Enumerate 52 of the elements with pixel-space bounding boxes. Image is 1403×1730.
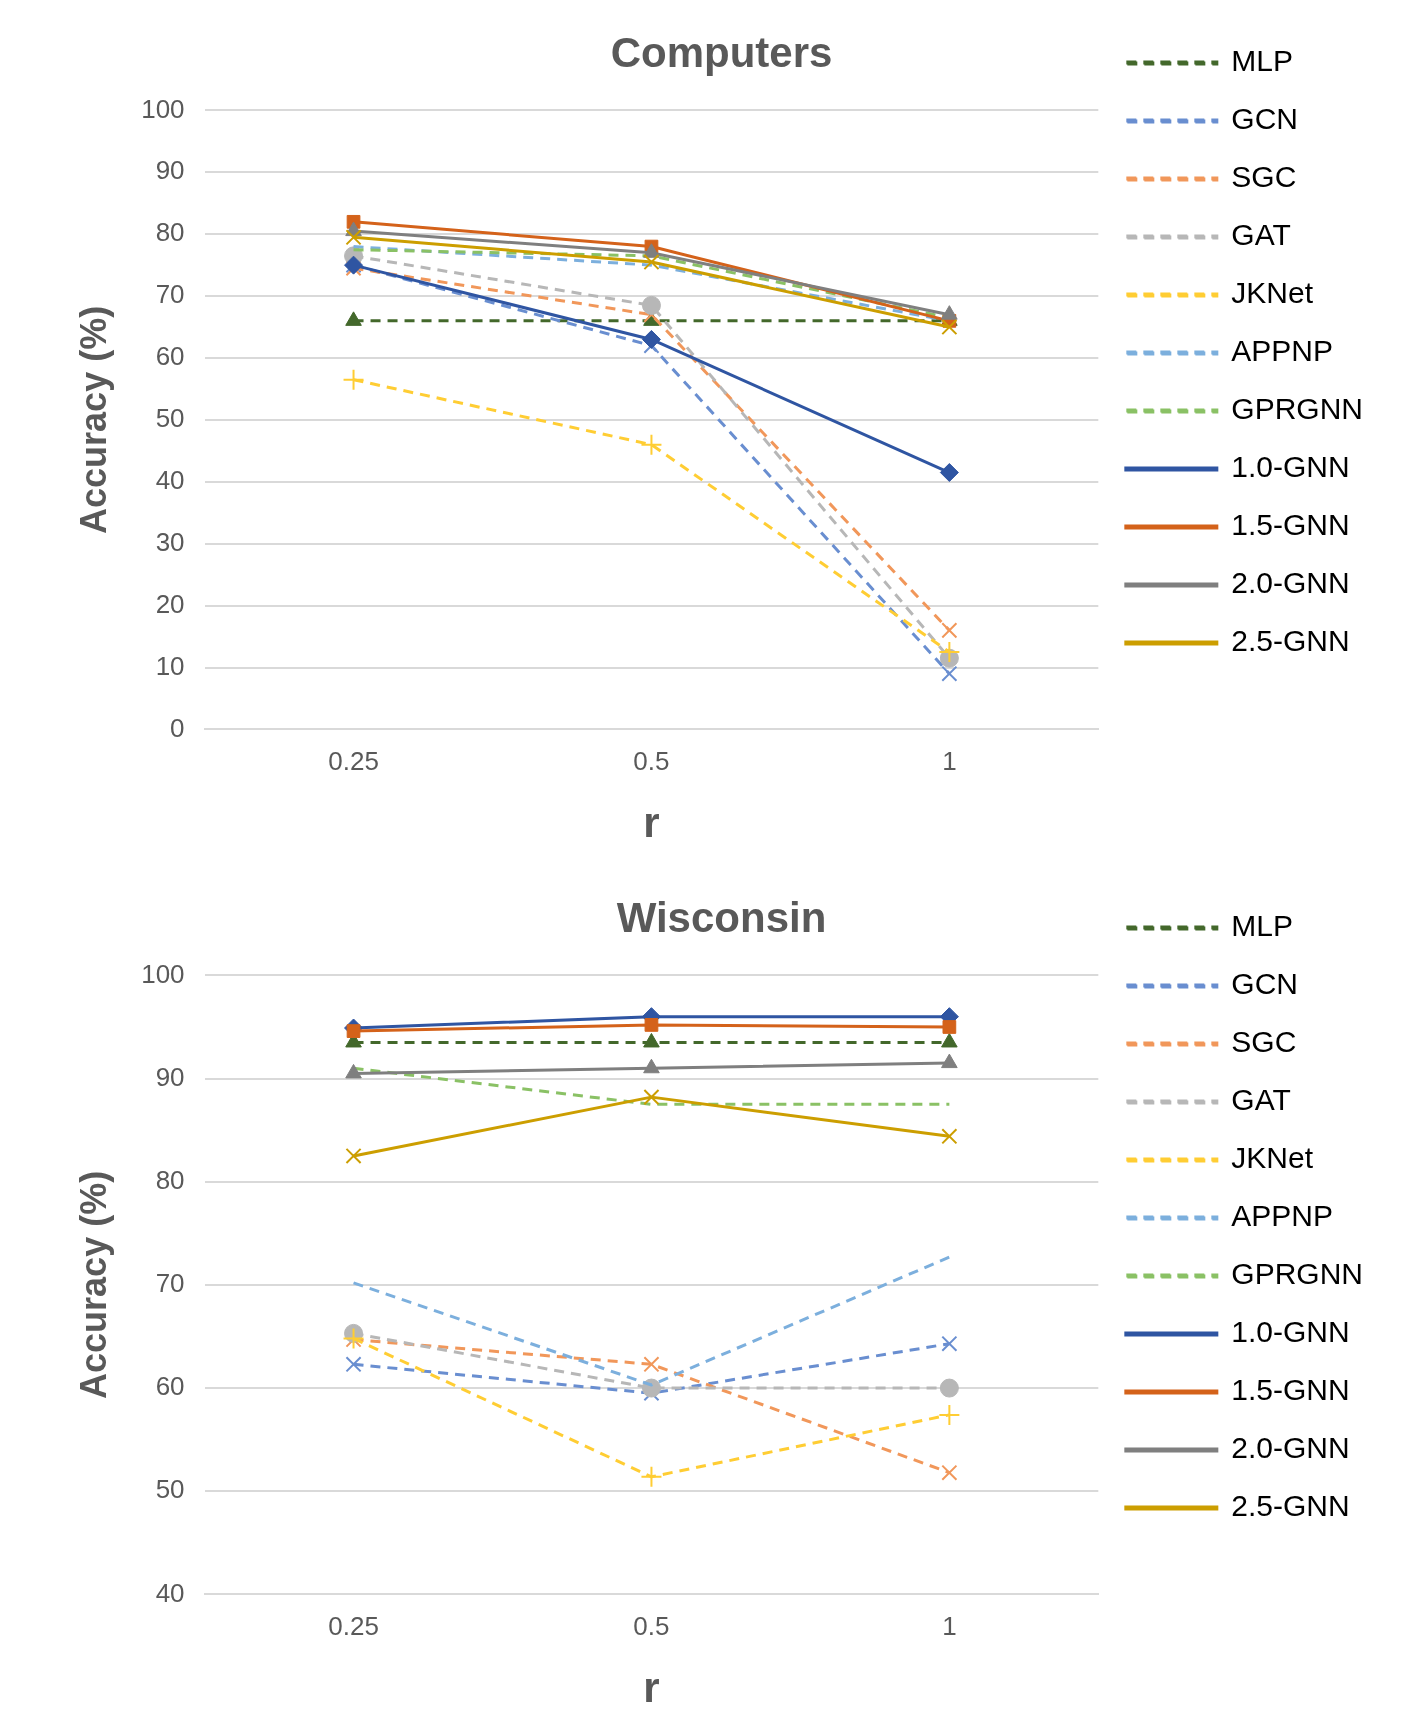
y-tick-label: 70 [155, 1268, 185, 1299]
x-tick-label: 0.25 [328, 1611, 379, 1642]
y-tick-label: 50 [155, 403, 185, 434]
legend-label: GPRGNN [1231, 392, 1364, 426]
y-tick-label: 90 [155, 1061, 185, 1092]
legend-label: GCN [1231, 102, 1298, 136]
legend-label: MLP [1231, 909, 1294, 943]
y-tick-label: 70 [155, 279, 185, 310]
y-axis-title: Accuracy (%) [72, 1170, 114, 1399]
chart-title: Computers [610, 28, 833, 76]
y-tick-label: 40 [155, 464, 185, 495]
x-tick-label: 0.5 [633, 1611, 670, 1642]
legend-label: 1.5-GNN [1231, 508, 1350, 542]
x-axis-title: r [643, 799, 660, 847]
y-tick-label: 40 [155, 1577, 185, 1608]
y-tick-label: 90 [155, 155, 185, 186]
legend-label: APPNP [1231, 1199, 1334, 1233]
y-tick-label: 20 [155, 588, 185, 619]
legend-label: 2.0-GNN [1231, 1431, 1350, 1465]
legend-label: GAT [1231, 1083, 1291, 1117]
legend-label: 2.5-GNN [1231, 624, 1350, 658]
legend-label: 1.0-GNN [1231, 1315, 1350, 1349]
legend-label: GPRGNN [1231, 1257, 1364, 1291]
legend-label: SGC [1231, 160, 1297, 194]
legend-label: GAT [1231, 218, 1291, 252]
y-tick-label: 100 [141, 958, 185, 989]
y-tick-label: 100 [141, 93, 185, 124]
y-tick-label: 0 [170, 712, 185, 743]
y-tick-label: 10 [155, 650, 185, 681]
legend-label: JKNet [1231, 1141, 1314, 1175]
y-tick-label: 50 [155, 1474, 185, 1505]
legend-label: 1.5-GNN [1231, 1373, 1350, 1407]
legend-label: APPNP [1231, 334, 1334, 368]
legend-label: JKNet [1231, 276, 1314, 310]
y-tick-label: 30 [155, 526, 185, 557]
y-axis-title: Accuracy (%) [72, 305, 114, 534]
x-tick-label: 0.25 [328, 746, 379, 777]
legend-label: 2.0-GNN [1231, 566, 1350, 600]
y-tick-label: 80 [155, 217, 185, 248]
x-axis-title: r [643, 1664, 660, 1712]
y-tick-label: 60 [155, 1371, 185, 1402]
legend-label: MLP [1231, 44, 1294, 78]
x-tick-label: 1 [942, 746, 957, 777]
chart-title: Wisconsin [616, 893, 827, 941]
legend-label: SGC [1231, 1025, 1297, 1059]
legend-label: 2.5-GNN [1231, 1489, 1350, 1523]
x-tick-label: 1 [942, 1611, 957, 1642]
x-tick-label: 0.5 [633, 746, 670, 777]
y-tick-label: 80 [155, 1164, 185, 1195]
legend-label: 1.0-GNN [1231, 450, 1350, 484]
legend-label: GCN [1231, 967, 1298, 1001]
y-tick-label: 60 [155, 341, 185, 372]
